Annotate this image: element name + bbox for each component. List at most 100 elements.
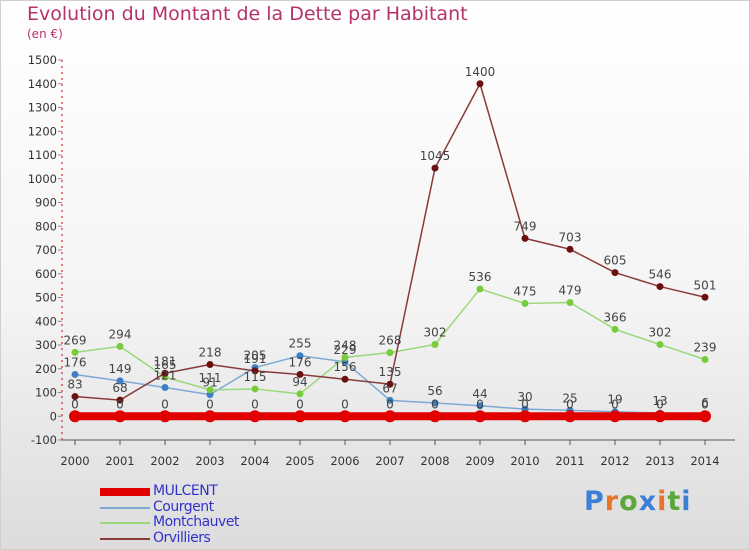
data-label: 165 (154, 358, 177, 372)
y-tick-label: 0 (50, 409, 57, 423)
data-point (609, 410, 621, 423)
logo-letter: x (638, 486, 658, 517)
data-label: 302 (649, 326, 672, 340)
data-point (521, 299, 529, 307)
data-point (476, 80, 484, 88)
data-label: 205 (244, 349, 267, 363)
data-point (341, 353, 349, 361)
x-tick-label: 2004 (240, 454, 269, 468)
data-label: 229 (334, 343, 357, 357)
data-label: 0 (71, 397, 79, 411)
x-tick-label: 2001 (105, 454, 134, 468)
chart-unit: (en €) (27, 27, 63, 41)
data-label: 605 (604, 254, 627, 268)
logo-letter: o (619, 486, 639, 517)
data-label: 0 (701, 397, 709, 411)
data-point (116, 342, 124, 350)
data-label: 0 (566, 397, 574, 411)
data-point (71, 393, 79, 401)
data-label: 68 (112, 381, 127, 395)
data-point (656, 341, 664, 349)
data-label: 0 (251, 397, 259, 411)
data-point (71, 348, 79, 356)
data-label: 25 (562, 391, 577, 405)
data-point (296, 370, 304, 378)
data-label: 121 (154, 369, 177, 383)
logo-letter: i (657, 486, 668, 517)
data-point (69, 410, 81, 423)
data-label: 268 (379, 334, 402, 348)
data-label: 83 (67, 378, 82, 392)
y-tick-label: 1300 (28, 101, 57, 115)
legend-swatch (100, 522, 150, 524)
legend-label: Montchauvet (153, 514, 239, 530)
legend-swatch (100, 488, 150, 496)
data-point (384, 410, 396, 423)
data-label: 94 (292, 375, 307, 389)
y-tick-label: 1100 (28, 148, 57, 162)
data-point (566, 298, 574, 306)
labels-orvilliers: 83 68 181 218 191 176 156 135 1045 1400 749 703 605 5… (67, 65, 716, 395)
data-point (159, 410, 171, 423)
data-point (701, 355, 709, 363)
x-tick-label: 2008 (420, 454, 449, 468)
data-label: 115 (244, 370, 267, 384)
data-label: 56 (427, 384, 442, 398)
data-point (206, 386, 214, 394)
data-point (474, 410, 486, 423)
legend-label: MULCENT (153, 483, 218, 499)
data-point (519, 410, 531, 423)
data-point (71, 370, 79, 378)
data-point (476, 285, 484, 293)
data-label: 0 (431, 397, 439, 411)
data-point (431, 341, 439, 349)
data-point (654, 410, 666, 423)
data-point (429, 410, 441, 423)
data-label: 0 (341, 397, 349, 411)
x-tick-label: 2003 (195, 454, 224, 468)
proxiti-logo: Proxiti (584, 486, 692, 517)
labels-montchauvet: 269 294 165 111 115 94 248 268 302 536 475 479 366 30… (64, 270, 717, 389)
data-point (611, 325, 619, 333)
data-point (339, 410, 351, 423)
data-label: 0 (476, 397, 484, 411)
x-tick-label: 2000 (60, 454, 89, 468)
data-point (656, 283, 664, 291)
x-tick-label: 2006 (330, 454, 359, 468)
data-label: 501 (694, 278, 717, 292)
data-label: 156 (334, 360, 357, 374)
y-tick-label: 1500 (28, 53, 57, 67)
y-tick-label: 700 (35, 243, 57, 257)
data-label: 255 (289, 337, 312, 351)
legend-swatch (100, 537, 150, 540)
data-point (249, 410, 261, 423)
data-label: 176 (64, 355, 87, 369)
data-point (386, 396, 394, 404)
data-label: 67 (382, 381, 397, 395)
data-label: 0 (206, 397, 214, 411)
data-label: 218 (199, 345, 222, 359)
x-tick-label: 2005 (285, 454, 314, 468)
y-tick-label: 800 (35, 219, 57, 233)
logo-letter: r (604, 486, 620, 517)
y-tick-label: -100 (31, 433, 57, 447)
data-label: 13 (652, 394, 667, 408)
data-label: 0 (296, 397, 304, 411)
y-tick-label: 900 (35, 196, 57, 210)
data-label: 135 (379, 365, 402, 379)
data-label: 248 (334, 338, 357, 352)
data-point (521, 234, 529, 242)
data-point (699, 410, 711, 423)
y-tick-label: 1200 (28, 124, 57, 138)
x-tick-label: 2013 (645, 454, 674, 468)
legend-label: Courgent (153, 498, 214, 515)
x-tick-label: 2009 (465, 454, 494, 468)
data-point (341, 375, 349, 383)
data-point (294, 410, 306, 423)
data-label: 239 (694, 340, 717, 354)
data-label: 269 (64, 333, 87, 347)
data-label: 0 (611, 397, 619, 411)
data-label: 0 (161, 397, 169, 411)
series-mulcent (69, 410, 711, 423)
